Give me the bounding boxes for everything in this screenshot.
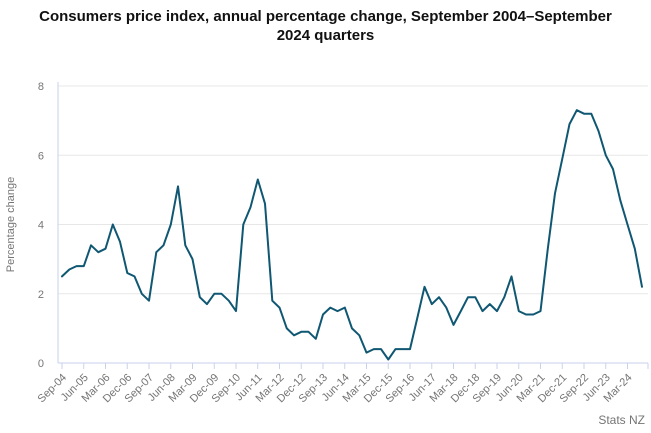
y-tick-label-8: 8: [38, 81, 44, 93]
y-tick-label-4: 4: [38, 220, 44, 232]
y-tick-label-2: 2: [38, 289, 44, 301]
cpi-series-line: [61, 109, 643, 361]
y-axis-title: Percentage change: [5, 177, 17, 272]
y-tick-label-6: 6: [38, 150, 44, 162]
source-attribution: Stats NZ: [598, 413, 645, 427]
chart-title: Consumers price index, annual percentage…: [39, 8, 612, 44]
y-tick-label-0: 0: [38, 358, 44, 370]
